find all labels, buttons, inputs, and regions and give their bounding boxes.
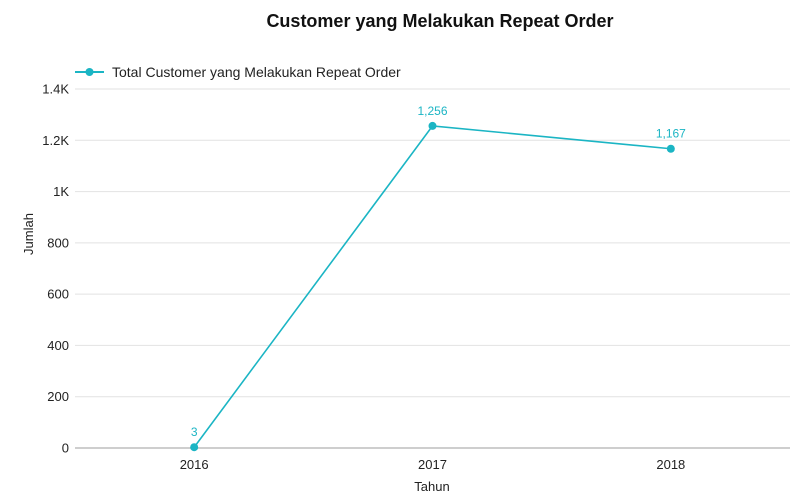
data-label: 1,256 [417, 104, 447, 118]
gridlines [75, 88, 790, 449]
chart-title: Customer yang Melakukan Repeat Order [266, 11, 613, 31]
legend-marker [85, 68, 94, 76]
data-label: 1,167 [656, 127, 686, 141]
y-tick-label: 1K [53, 184, 69, 199]
series-line [193, 125, 671, 448]
x-tick-label: 2017 [418, 457, 447, 472]
y-tick-label: 200 [47, 389, 69, 404]
series-group: 3 1,256 1,167 [190, 104, 686, 452]
legend-label: Total Customer yang Melakukan Repeat Ord… [112, 64, 401, 80]
x-axis-title: Tahun [414, 479, 449, 494]
x-axis-ticks: 2016 2017 2018 [180, 457, 686, 472]
y-tick-label: 1.2K [42, 133, 69, 148]
data-point[interactable] [190, 443, 199, 452]
data-point[interactable] [428, 121, 437, 130]
data-label: 3 [191, 425, 198, 439]
y-tick-label: 600 [47, 287, 69, 302]
y-tick-label: 0 [62, 441, 69, 456]
y-tick-label: 1.4K [42, 82, 69, 97]
legend[interactable]: Total Customer yang Melakukan Repeat Ord… [75, 64, 401, 80]
y-axis-ticks: 0 200 400 600 800 1K 1.2K 1.4K [42, 82, 69, 456]
y-axis-title: Jumlah [21, 213, 36, 255]
x-tick-label: 2018 [656, 457, 685, 472]
data-point[interactable] [666, 144, 675, 153]
x-tick-label: 2016 [180, 457, 209, 472]
y-tick-label: 400 [47, 338, 69, 353]
y-tick-label: 800 [47, 235, 69, 250]
